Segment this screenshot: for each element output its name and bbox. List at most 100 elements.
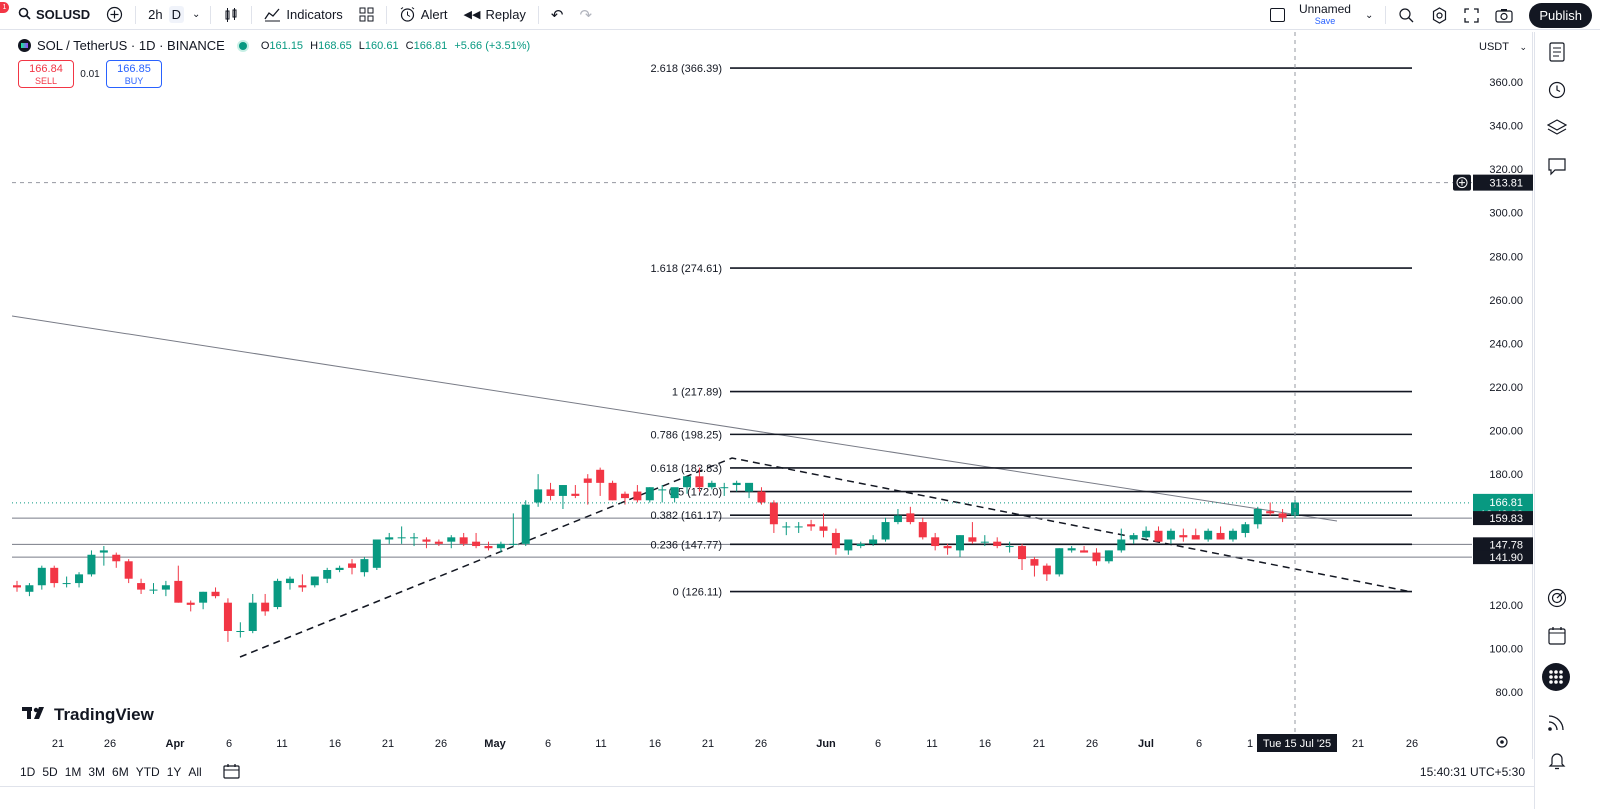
timeframe-1d[interactable]: 1D — [20, 765, 36, 779]
target-icon[interactable] — [1545, 588, 1569, 612]
candle-body — [670, 487, 679, 499]
fib-level-label: 2.618 (366.39) — [650, 63, 722, 75]
timeframe-1y[interactable]: 1Y — [166, 765, 182, 779]
chevron-down-icon: ⌄ — [1364, 9, 1374, 21]
layers-icon[interactable] — [1545, 118, 1569, 142]
crosshair-price-label-bg — [1473, 174, 1533, 191]
interval-mode-button[interactable]: D — [167, 0, 186, 30]
fib-level-label: 0.618 (182.83) — [650, 463, 722, 475]
candle-body — [620, 493, 629, 499]
horizontal-line-price-label-bg — [1473, 537, 1533, 552]
indicators-button[interactable]: Indicators — [256, 0, 350, 30]
x-tick-label: 6 — [875, 738, 881, 750]
watermark-text: TradingView — [54, 704, 154, 724]
x-tick-label: 6 — [1196, 738, 1202, 750]
low-value: 160.61 — [364, 39, 399, 52]
candle-body — [1142, 530, 1151, 538]
candle-body — [695, 476, 704, 488]
apps-grid-icon[interactable] — [1541, 662, 1571, 692]
timeframe-5d[interactable]: 5D — [42, 765, 58, 779]
layout-dropdown[interactable]: ⌄ — [1357, 0, 1381, 30]
close-label: C — [405, 39, 414, 52]
divider — [135, 5, 137, 24]
notifications-bell-icon[interactable] — [1545, 750, 1569, 774]
y-tick-label: 100.00 — [1489, 643, 1523, 655]
calendar-icon[interactable] — [1545, 626, 1569, 650]
price-chart[interactable]: 2.618 (366.39) 1.618 (274.61) 1 (217.89) 0.… — [12, 32, 1533, 759]
sell-button[interactable]: 166.84 SELL — [18, 60, 74, 88]
candle-body — [534, 489, 543, 503]
chart-pane[interactable]: 2.618 (366.39) 1.618 (274.61) 1 (217.89) 0.… — [12, 32, 1533, 759]
axis-settings-gear-icon[interactable] — [1496, 736, 1508, 748]
candle-body — [1080, 550, 1089, 553]
candle-body — [769, 502, 778, 525]
interval-dropdown[interactable]: ⌄ — [186, 0, 206, 30]
candle-body — [720, 487, 729, 489]
symbol-name: SOLUSD — [36, 7, 91, 22]
candle-body — [1241, 524, 1250, 533]
candle-body — [571, 493, 580, 496]
triangle-pattern-dashed[interactable] — [239, 457, 1413, 658]
layout-name-button[interactable]: Unnamed Save — [1299, 3, 1351, 27]
date-range-icon[interactable] — [223, 763, 240, 782]
candle-body — [87, 554, 96, 575]
candle-body — [385, 537, 394, 540]
timeframe-ytd[interactable]: YTD — [135, 765, 160, 779]
timeframe-all[interactable]: All — [188, 765, 202, 779]
watchlist-icon[interactable] — [1545, 42, 1569, 66]
indicators-label: Indicators — [286, 7, 343, 22]
candle-body — [75, 574, 84, 584]
utc-clock[interactable]: 15:40:31 UTC+5:30 — [1419, 765, 1525, 779]
quick-search-button[interactable] — [1390, 0, 1423, 30]
divider — [385, 5, 387, 24]
horizontal-line-price-label: 147.78 — [1489, 539, 1523, 551]
undo-icon: ↶ — [550, 6, 564, 24]
candle-body — [422, 539, 431, 542]
interval-button[interactable]: 2h — [148, 7, 163, 22]
timeframe-1m[interactable]: 1M — [64, 765, 82, 779]
buy-button[interactable]: 166.85 BUY — [106, 60, 162, 88]
legend-title[interactable]: SOL / TetherUS · 1D · BINANCE — [37, 38, 225, 53]
candle-body — [955, 535, 964, 551]
top-toolbar: 1 SOLUSD 2h D ⌄ Indicators Alert ◀◀ Repl… — [0, 0, 1600, 30]
y-tick-label: 320.00 — [1489, 164, 1523, 176]
signal-stream-icon[interactable] — [1545, 712, 1569, 736]
alerts-clock-icon[interactable] — [1545, 79, 1569, 103]
candle-body — [323, 570, 332, 579]
snapshot-button[interactable] — [1487, 0, 1521, 30]
alert-button[interactable]: Alert — [391, 0, 456, 30]
x-tick-label: 11 — [595, 738, 606, 750]
x-tick-label: 11 — [926, 738, 937, 750]
timeframe-6m[interactable]: 6M — [112, 765, 129, 779]
notification-badge[interactable]: 1 — [0, 2, 9, 13]
candle-body — [521, 504, 530, 544]
candle-body — [285, 578, 294, 584]
undo-button[interactable]: ↶ — [543, 0, 572, 30]
x-tick-label: Jul — [1138, 738, 1154, 750]
settings-button[interactable] — [1423, 0, 1456, 30]
divider — [251, 5, 253, 24]
chart-type-button[interactable] — [215, 0, 247, 30]
candle-body — [434, 541, 443, 544]
publish-button[interactable]: Publish — [1529, 2, 1592, 28]
candle-body — [335, 567, 344, 570]
timeframe-3m[interactable]: 3M — [88, 765, 106, 779]
candles-icon — [225, 7, 237, 22]
replay-button[interactable]: ◀◀ Replay — [456, 0, 534, 30]
templates-button[interactable] — [351, 0, 382, 30]
candle-body — [596, 469, 605, 483]
redo-button[interactable]: ↷ — [572, 0, 601, 30]
chat-icon[interactable] — [1545, 156, 1569, 180]
add-symbol-button[interactable] — [98, 0, 131, 30]
fullscreen-button[interactable] — [1456, 0, 1487, 30]
symbol-search[interactable]: SOLUSD — [0, 0, 98, 30]
candle-body — [1154, 530, 1163, 542]
horizontal-line-price-label: 159.83 — [1489, 513, 1523, 525]
layout-button[interactable] — [1262, 0, 1293, 30]
currency-selector[interactable]: USDT ⌄ — [1475, 38, 1531, 56]
downtrend-line[interactable] — [12, 315, 1338, 522]
x-tick-label: 26 — [1406, 738, 1418, 750]
x-tick-label: 16 — [979, 738, 991, 750]
rewind-icon: ◀◀ — [463, 9, 481, 21]
x-tick-label: 6 — [226, 738, 232, 750]
